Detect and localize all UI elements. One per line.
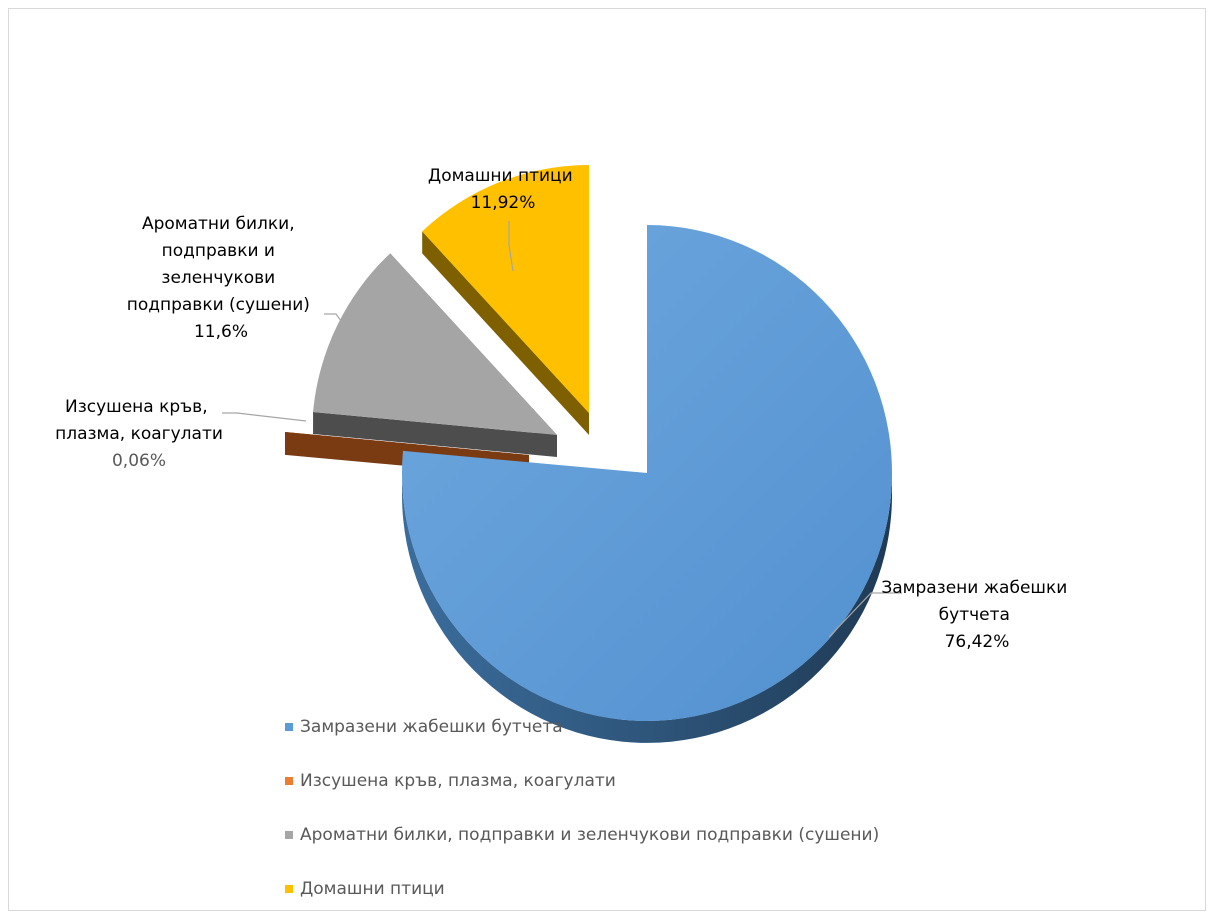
data-label-dried-blood-value: 0,06% — [112, 451, 166, 471]
slice-top-frog-legs — [402, 225, 892, 721]
pie-slice-poultry — [422, 165, 589, 435]
chart-frame: Замразени жабешки бутчета 76,42% Изсушен… — [8, 8, 1206, 911]
legend-swatch-poultry — [285, 885, 293, 893]
leader-line-poultry — [508, 221, 514, 272]
pie-slices — [284, 165, 892, 743]
legend-item-frog-legs: Замразени жабешки бутчета — [285, 717, 563, 737]
pie-chart: Замразени жабешки бутчета 76,42% Изсушен… — [55, 165, 1072, 899]
slice-top-poultry — [422, 165, 589, 413]
slice-top-dried-blood — [284, 431, 529, 455]
legend-label-dried-blood: Изсушена кръв, плазма, коагулати — [300, 771, 616, 791]
leader-lines — [222, 221, 902, 638]
data-labels: Замразени жабешки бутчета 76,42% Изсушен… — [55, 166, 1072, 652]
pie-slice-herbs — [313, 253, 557, 457]
data-label-poultry: Домашни птици 11,92% — [428, 166, 578, 213]
legend-swatch-herbs — [285, 831, 293, 839]
data-label-dried-blood: Изсушена кръв, плазма, коагулати — [55, 397, 223, 444]
legend-item-herbs: Ароматни билки, подправки и зеленчукови … — [285, 825, 879, 845]
legend-label-frog-legs: Замразени жабешки бутчета — [300, 717, 563, 737]
slice-wall-herbs-0 — [313, 411, 557, 457]
legend-item-poultry: Домашни птици — [285, 879, 445, 899]
legend-label-herbs: Ароматни билки, подправки и зеленчукови … — [300, 825, 879, 845]
pie-slice-frog-legs — [402, 225, 892, 743]
legend-label-poultry: Домашни птици — [300, 879, 445, 899]
data-label-frog-legs: Замразени жабешки бутчета 76,42% — [881, 578, 1072, 652]
slice-wall-poultry-0 — [422, 231, 589, 435]
legend-swatch-frog-legs — [285, 723, 293, 731]
leader-line-herbs — [324, 313, 367, 357]
legend-swatch-dried-blood — [285, 777, 293, 785]
slice-top-herbs — [313, 253, 557, 435]
leader-line-frog-legs — [828, 592, 902, 638]
leader-line-dried-blood — [222, 412, 307, 422]
data-label-herbs: Ароматни билки, подправки и зеленчукови … — [127, 214, 316, 342]
legend-item-dried-blood: Изсушена кръв, плазма, коагулати — [285, 771, 616, 791]
legend: Замразени жабешки бутчета Изсушена кръв,… — [285, 717, 879, 899]
